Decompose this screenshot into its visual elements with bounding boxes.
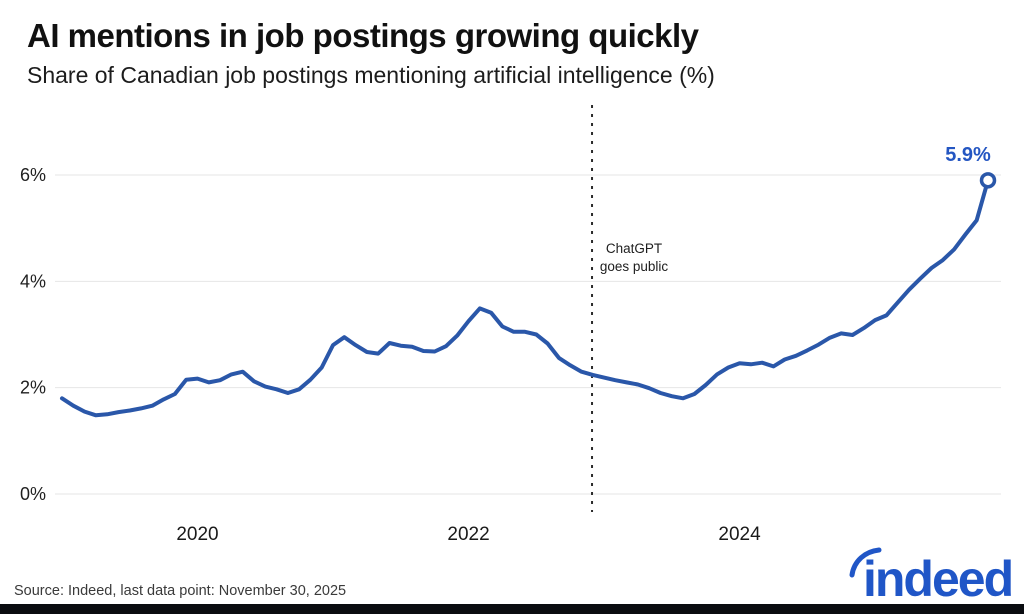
logo-swoosh-icon — [849, 547, 882, 578]
chart-title: AI mentions in job postings growing quic… — [27, 17, 699, 54]
endpoint-marker — [979, 172, 997, 189]
chatgpt-annotation-line1: ChatGPT — [605, 241, 663, 256]
x-tick-label: 2020 — [176, 524, 218, 545]
endpoint-value-label: 5.9% — [945, 144, 991, 166]
y-tick-label: 4% — [20, 271, 46, 291]
bottom-bar — [0, 604, 1024, 614]
chart-subtitle: Share of Canadian job postings mentionin… — [27, 62, 715, 88]
y-tick-label: 6% — [20, 165, 46, 185]
source-note: Source: Indeed, last data point: Novembe… — [14, 583, 347, 599]
indeed-logo-graphic: indeed — [849, 547, 1014, 607]
trend-line — [60, 178, 990, 418]
chatgpt-annotation: ChatGPT goes public — [592, 240, 676, 276]
logo-wordmark: indeed — [863, 551, 1012, 604]
x-tick-label: 2022 — [447, 524, 489, 545]
y-tick-label: 0% — [20, 484, 46, 504]
indeed-logo: indeed — [845, 544, 1017, 607]
x-tick-label: 2024 — [718, 524, 761, 545]
chatgpt-annotation-line2: goes public — [599, 259, 669, 274]
y-tick-label: 2% — [20, 378, 46, 398]
